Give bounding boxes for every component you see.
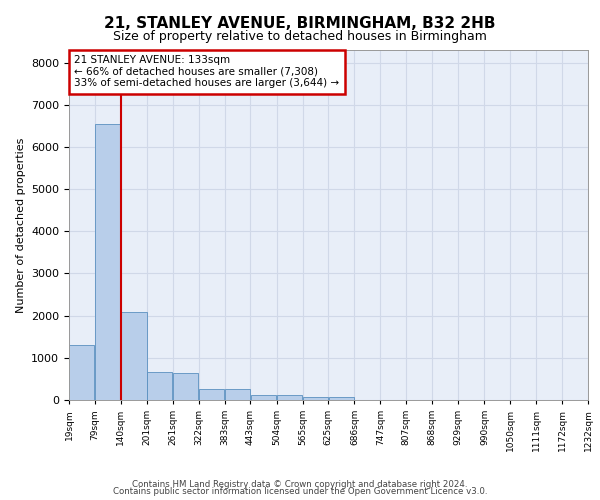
Text: 21 STANLEY AVENUE: 133sqm
← 66% of detached houses are smaller (7,308)
33% of se: 21 STANLEY AVENUE: 133sqm ← 66% of detac… xyxy=(74,56,340,88)
Text: Contains public sector information licensed under the Open Government Licence v3: Contains public sector information licen… xyxy=(113,488,487,496)
Bar xyxy=(121,312,146,400)
Text: Contains HM Land Registry data © Crown copyright and database right 2024.: Contains HM Land Registry data © Crown c… xyxy=(132,480,468,489)
Bar xyxy=(173,372,199,400)
Y-axis label: Number of detached properties: Number of detached properties xyxy=(16,138,26,312)
Bar xyxy=(251,394,276,400)
Text: 21, STANLEY AVENUE, BIRMINGHAM, B32 2HB: 21, STANLEY AVENUE, BIRMINGHAM, B32 2HB xyxy=(104,16,496,31)
Bar xyxy=(329,396,354,400)
Bar xyxy=(303,396,328,400)
Bar xyxy=(147,372,172,400)
Bar xyxy=(69,345,94,400)
Bar xyxy=(199,389,224,400)
Bar xyxy=(225,390,250,400)
Bar xyxy=(95,124,121,400)
Text: Size of property relative to detached houses in Birmingham: Size of property relative to detached ho… xyxy=(113,30,487,43)
Bar xyxy=(277,396,302,400)
